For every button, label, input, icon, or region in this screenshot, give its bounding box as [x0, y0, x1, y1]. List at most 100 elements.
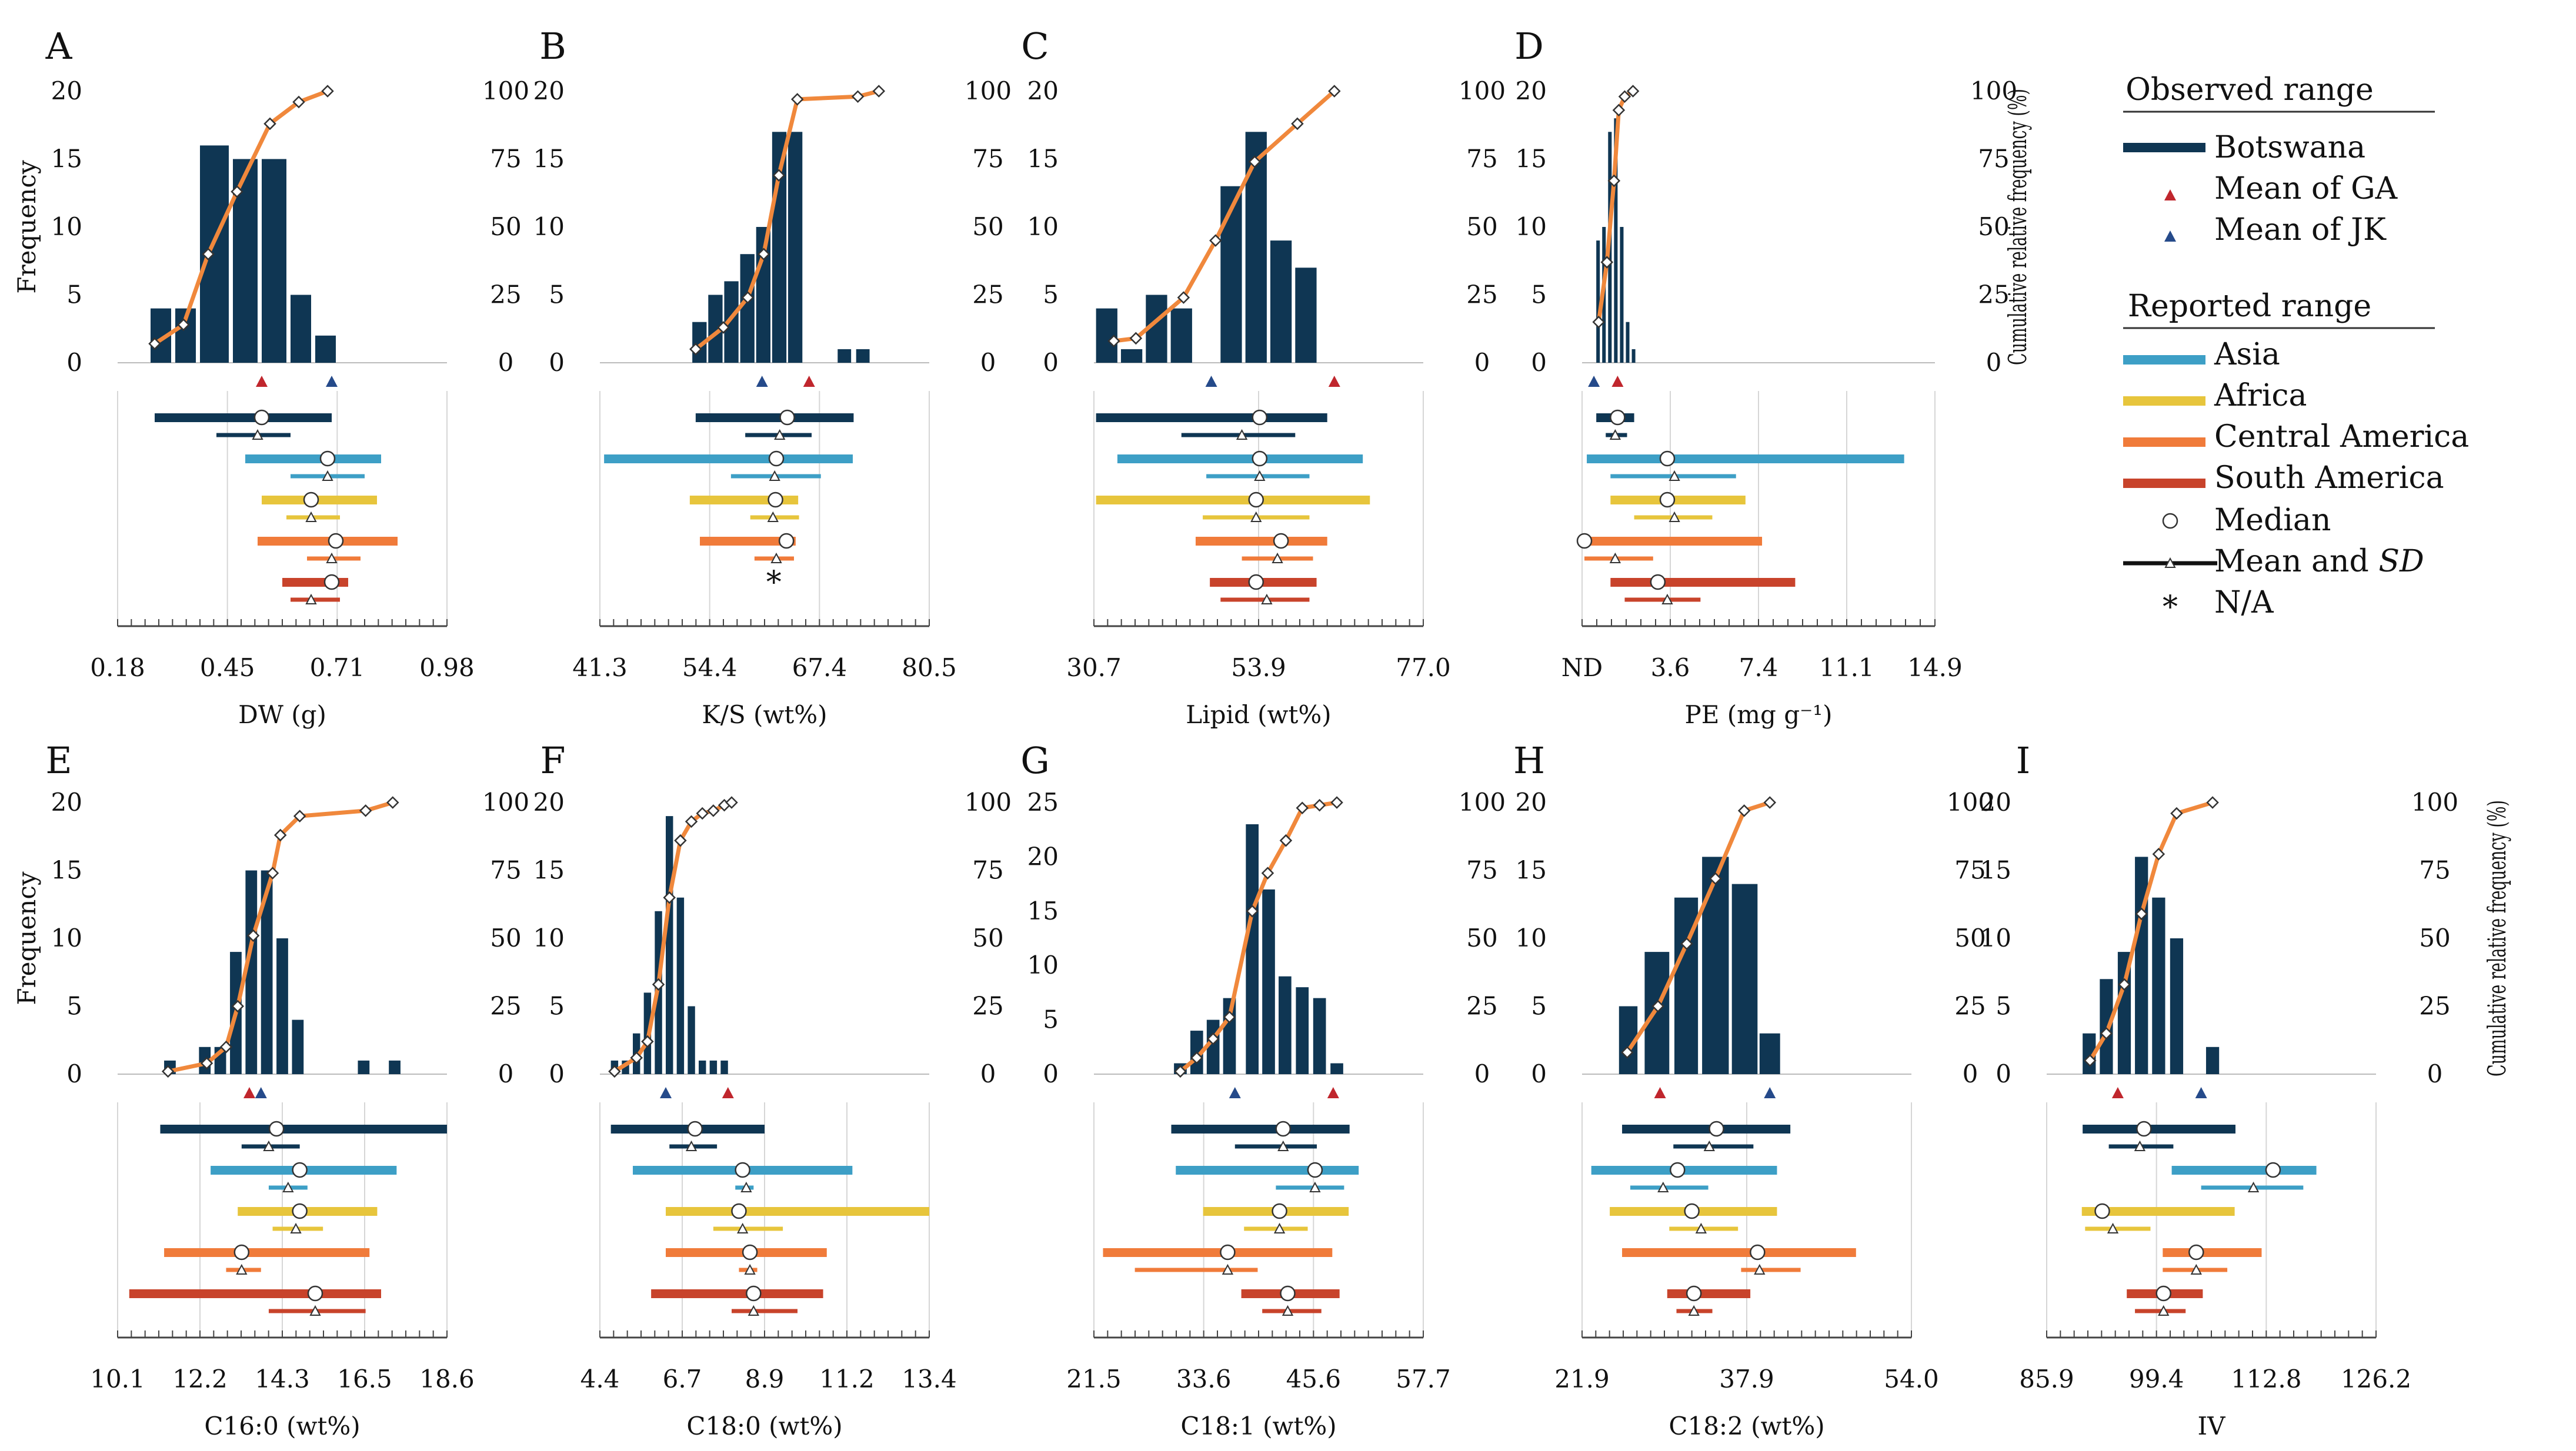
mean-marker [767, 511, 779, 522]
cumulative-point [273, 828, 287, 842]
y-right-tick-label: 50 [1466, 212, 1497, 241]
median-marker [1684, 1203, 1700, 1219]
cumulative-point [1612, 103, 1626, 117]
mean-jk-marker [660, 1087, 672, 1098]
y-left-tick-label: 15 [51, 145, 82, 173]
y-right-tick-label: 25 [972, 992, 1003, 1021]
cumulative-point [292, 95, 305, 109]
mean-marker [740, 1181, 752, 1192]
cumulative-point [219, 1041, 233, 1054]
x-tick-label: 14.3 [255, 1365, 310, 1393]
panel-letter: E [45, 739, 72, 782]
median-marker [2136, 1121, 2152, 1137]
y-right-tick-label: 100 [482, 788, 529, 817]
y-left-axis-label: Frequency [12, 160, 41, 293]
mean-ga-marker [1611, 376, 1624, 387]
histogram-bar [1626, 322, 1630, 363]
cumulative-point [293, 810, 306, 823]
y-right-tick-label: 75 [490, 145, 521, 173]
panel-letter: C [1021, 25, 1049, 68]
legend-swatch-south_america [2123, 479, 2205, 488]
median-marker [735, 1162, 750, 1178]
range-bar-central_america [258, 537, 398, 546]
histogram-bar [2135, 857, 2148, 1074]
cumulative-point [1246, 905, 1259, 918]
y-right-tick-label: 100 [965, 788, 1012, 817]
panel-I: I 0 5 10 15 20 0 25 50 75 100 85.9 99.4 112.8 126.2 IV [1980, 739, 2459, 1440]
y-right-tick-label: 0 [1474, 348, 1490, 377]
cumulative-point [359, 804, 372, 817]
y-right-tick-label: 25 [1466, 280, 1497, 309]
mean-marker [1277, 1140, 1289, 1151]
cumulative-point [1737, 804, 1751, 817]
y-right-tick-label: 25 [1954, 992, 1986, 1021]
median-marker [778, 533, 795, 549]
panel-A: A 0 5 10 15 20 0 25 50 75 100 0.18 0.45 0.71 0.98 DW (g… [45, 25, 529, 729]
histogram-bar [1246, 824, 1259, 1074]
cumulative-point [1174, 1065, 1187, 1078]
median-marker [1272, 1203, 1287, 1219]
y-right-tick-label: 75 [2419, 856, 2450, 885]
cumulative-point [386, 796, 399, 809]
x-tick-label: 57.7 [1396, 1365, 1451, 1393]
x-tick-label: 0.71 [310, 653, 365, 682]
cumulative-point [663, 891, 676, 904]
x-tick-label: 77.0 [1396, 653, 1451, 682]
cumulative-point [1618, 90, 1631, 103]
cumulative-point [2152, 848, 2165, 861]
cumulative-point [1129, 332, 1143, 345]
cumulative-point [148, 337, 161, 350]
histogram-bar [1330, 1063, 1343, 1074]
cumulative-point [872, 85, 886, 98]
y-left-tick-label: 10 [1027, 212, 1059, 241]
x-tick-label: 21.5 [1066, 1365, 1122, 1393]
histogram-bar [2100, 979, 2113, 1074]
legend-label-mean-sd-text: Mean and [2214, 544, 2378, 579]
y-left-tick-label: 0 [1531, 348, 1547, 377]
x-tick-label: 37.9 [1719, 1365, 1774, 1393]
cumulative-point [1177, 291, 1190, 304]
y-left-tick-label: 0 [549, 1059, 565, 1088]
y-right-tick-label: 0 [1986, 348, 2002, 377]
y-left-tick-label: 15 [1516, 856, 1547, 885]
mean-marker [1695, 1222, 1707, 1233]
median-marker [1659, 492, 1676, 508]
x-tick-label: 10.1 [90, 1365, 145, 1393]
cumulative-point [263, 117, 276, 131]
y-left-tick-label: 10 [1027, 951, 1059, 979]
y-left-tick-label: 20 [1516, 788, 1547, 817]
y-left-tick-label: 20 [533, 788, 565, 817]
range-bar-africa [666, 1207, 929, 1216]
median-marker [307, 1285, 323, 1302]
y-left-tick-label: 15 [1027, 897, 1059, 925]
median-marker [292, 1162, 308, 1178]
median-marker [1709, 1121, 1724, 1137]
histogram-bar [1620, 227, 1624, 363]
mean-jk-marker [756, 376, 768, 387]
histogram-bar [837, 349, 852, 363]
x-axis-label: PE (mg g⁻¹) [1685, 700, 1833, 729]
y-left-tick-label: 20 [51, 788, 82, 817]
x-axis-label: DW (g) [238, 700, 326, 729]
mean-ga-marker [243, 1087, 255, 1098]
cumulative-point [1592, 315, 1605, 329]
histogram-bar [688, 1006, 695, 1074]
x-tick-label: 45.6 [1286, 1365, 1342, 1393]
range-bar-botswana [2083, 1125, 2235, 1134]
median-marker [731, 1203, 747, 1219]
median-marker [779, 409, 795, 426]
panel-C: C 0 5 10 15 20 0 25 50 75 100 30.7 53.9 77.0 Lipid (wt… [1021, 25, 1506, 729]
x-tick-label: 12.2 [172, 1365, 228, 1393]
cumulative-point [1248, 155, 1262, 168]
histogram-bar [2205, 1047, 2220, 1074]
cumulative-point [757, 248, 770, 260]
median-marker [746, 1285, 762, 1302]
y-left-tick-label: 15 [1516, 145, 1547, 173]
y-right-tick-label: 75 [1954, 856, 1986, 885]
legend-swatch-botswana [2123, 143, 2205, 152]
mean-marker [282, 1181, 294, 1192]
y-left-tick-label: 10 [51, 924, 82, 952]
y-right-tick-label: 50 [1466, 924, 1497, 952]
x-tick-label: 4.4 [580, 1365, 620, 1393]
range-bar-central_america [1195, 537, 1327, 546]
